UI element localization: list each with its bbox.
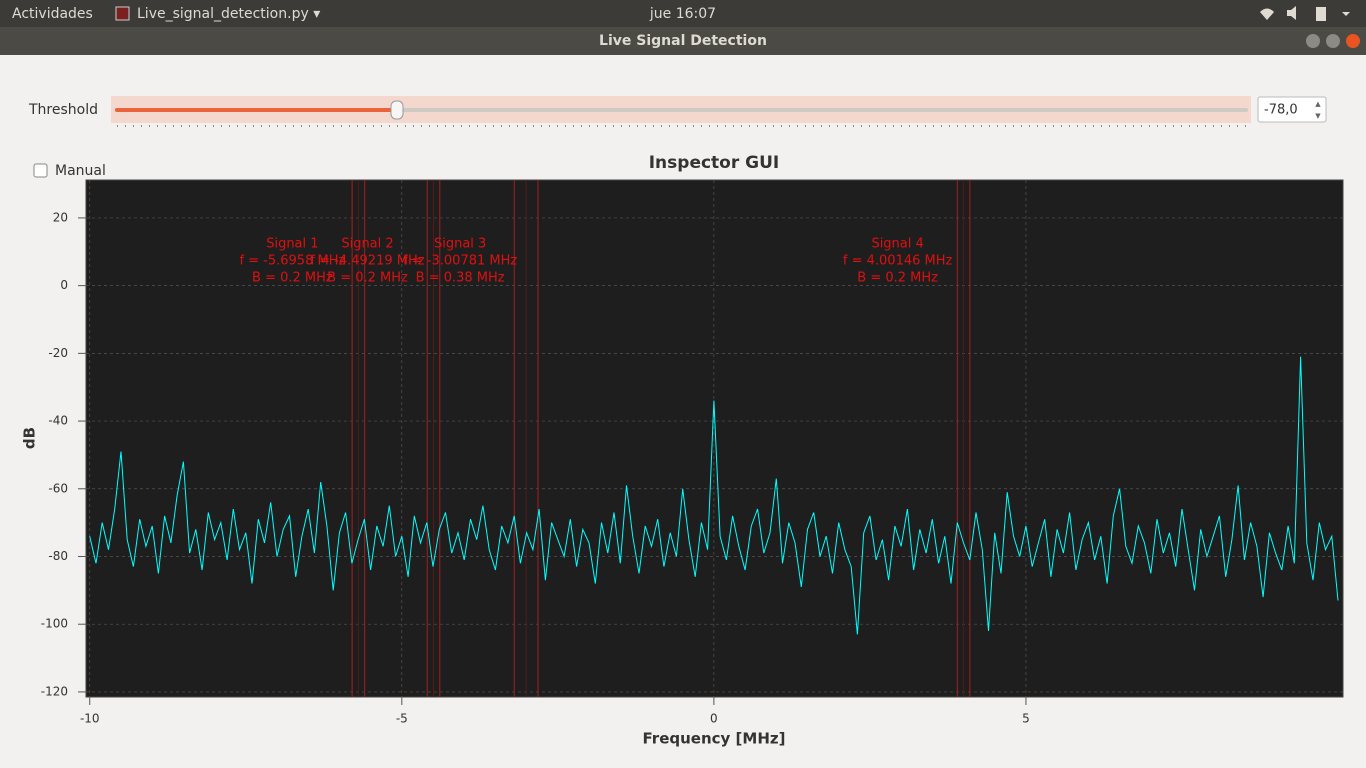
x-tick-label: 0	[710, 712, 718, 726]
y-axis-label: dB	[21, 427, 39, 449]
app-icon	[115, 6, 130, 21]
minimize-button[interactable]	[1306, 34, 1320, 48]
x-tick-label: -5	[396, 712, 408, 726]
activities[interactable]: Actividades	[12, 6, 93, 22]
window-title: Live Signal Detection	[599, 33, 767, 49]
y-tick-label: -120	[41, 684, 68, 698]
signal-label: f = -4.49219 MHz	[310, 254, 424, 269]
wifi-icon	[1260, 8, 1274, 20]
top-bar	[0, 0, 1366, 27]
clock[interactable]: jue 16:07	[649, 6, 716, 22]
y-tick-label: -80	[48, 549, 68, 563]
volume-icon	[1287, 6, 1296, 20]
threshold-label: Threshold	[28, 102, 98, 118]
manual-label[interactable]: Manual	[55, 163, 106, 179]
threshold-value: -78,0	[1264, 103, 1298, 118]
y-tick-label: 20	[53, 210, 68, 224]
signal-label: f = -5.6958 MHz	[239, 254, 345, 269]
slider-thumb[interactable]	[390, 100, 404, 120]
signal-label: Signal 4	[871, 237, 923, 252]
signal-label: f = -3.00781 MHz	[403, 254, 517, 269]
manual-checkbox[interactable]	[33, 163, 48, 178]
signal-label: Signal 3	[434, 237, 486, 252]
signal-label: B = 0.2 MHz	[857, 271, 938, 286]
signal-label: B = 0.38 MHz	[416, 271, 505, 286]
spectrum-line	[89, 356, 1339, 635]
x-tick-label: 5	[1022, 712, 1030, 726]
plot-area	[85, 179, 1344, 698]
close-button[interactable]	[1346, 34, 1360, 48]
y-tick-label: -40	[48, 414, 68, 428]
y-tick-label: -60	[48, 481, 68, 495]
app-menu[interactable]: Live_signal_detection.py ▾	[137, 6, 320, 22]
signal-label: Signal 1	[266, 237, 318, 252]
x-tick-label: -10	[80, 712, 100, 726]
slider-fill	[115, 108, 397, 112]
chart-title: Inspector GUI	[649, 153, 780, 173]
signal-label: Signal 2	[341, 237, 393, 252]
title-bar	[0, 27, 1366, 55]
y-tick-label: -20	[48, 346, 68, 360]
threshold-spinbox[interactable]	[1257, 96, 1327, 123]
y-tick-label: 0	[60, 278, 68, 292]
signal-label: B = 0.2 MHz	[327, 271, 408, 286]
spin-down[interactable]: ▼	[1315, 112, 1321, 120]
x-axis-label: Frequency [MHz]	[643, 730, 786, 748]
y-tick-label: -100	[41, 617, 68, 631]
battery-icon	[1316, 7, 1326, 21]
tray[interactable]	[1260, 6, 1350, 21]
signal-label: f = 4.00146 MHz	[843, 254, 953, 269]
signal-label: B = 0.2 MHz	[252, 271, 333, 286]
menu-arrow	[1342, 12, 1350, 16]
spin-up[interactable]: ▲	[1315, 100, 1321, 108]
maximize-button[interactable]	[1326, 34, 1340, 48]
